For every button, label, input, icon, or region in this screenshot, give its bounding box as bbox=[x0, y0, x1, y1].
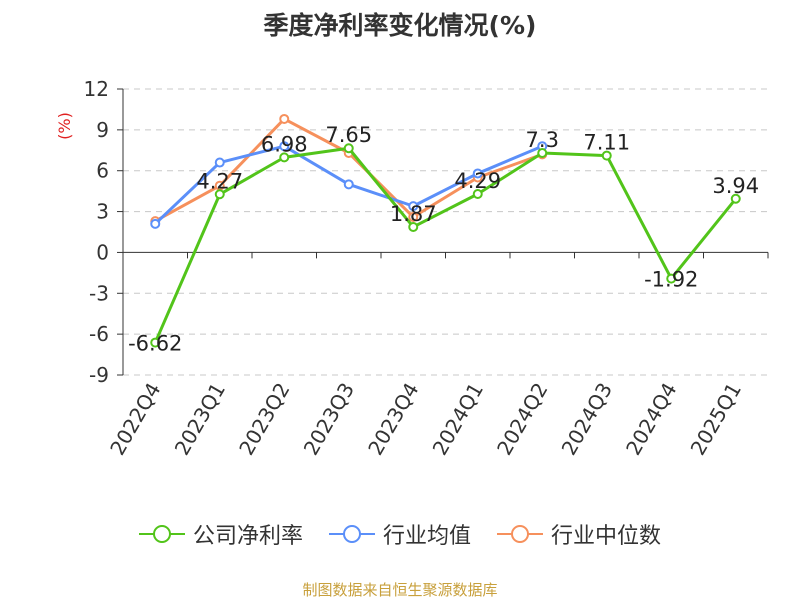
data-point bbox=[214, 157, 225, 168]
data-point bbox=[214, 189, 225, 200]
series-line bbox=[153, 146, 737, 344]
data-point bbox=[408, 212, 419, 223]
data-label: -6.62 bbox=[128, 332, 182, 356]
data-label: 7.11 bbox=[583, 131, 630, 155]
data-point bbox=[150, 337, 161, 348]
grid-lines bbox=[123, 88, 768, 376]
data-label: 6.98 bbox=[261, 132, 308, 156]
data-label: 7.65 bbox=[325, 123, 372, 147]
data-point bbox=[537, 148, 548, 159]
legend-marker-icon bbox=[328, 525, 375, 543]
y-axis-label: (%) bbox=[55, 112, 74, 140]
data-label: 1.87 bbox=[390, 202, 437, 226]
data-labels: -6.62 4.27 6.98 7.65 1.87 4.29 7.3 7.11 -1.92 3.9… bbox=[128, 123, 759, 355]
data-point bbox=[472, 168, 483, 179]
data-label: 4.27 bbox=[196, 169, 243, 193]
data-point bbox=[601, 150, 612, 161]
data-point bbox=[343, 179, 354, 190]
legend: 公司净利率 行业均值 行业中位数 bbox=[0, 518, 800, 550]
legend-marker-icon bbox=[138, 525, 185, 543]
legend-label: 公司净利率 bbox=[192, 524, 303, 549]
data-label: 7.3 bbox=[526, 128, 559, 152]
source-note: 制图数据来自恒生聚源数据库 bbox=[302, 581, 498, 599]
x-tick-label: 2023Q4 bbox=[363, 379, 423, 460]
data-point bbox=[343, 143, 354, 154]
data-label: 4.29 bbox=[454, 169, 501, 193]
legend-label: 行业均值 bbox=[382, 524, 471, 549]
data-point bbox=[408, 221, 419, 232]
legend-item: 公司净利率 bbox=[138, 518, 303, 550]
data-point bbox=[730, 193, 741, 204]
data-label: -1.92 bbox=[644, 268, 698, 292]
data-point bbox=[279, 152, 290, 163]
data-point bbox=[408, 201, 419, 212]
y-tick-label: 9 bbox=[96, 118, 109, 142]
x-tick-label: 2024Q1 bbox=[428, 379, 488, 460]
y-tick-label: 6 bbox=[96, 159, 109, 183]
x-tick-label: 2023Q3 bbox=[299, 379, 359, 460]
y-tick-label: 12 bbox=[84, 77, 109, 101]
data-point bbox=[666, 273, 677, 284]
y-tick-label: -6 bbox=[89, 322, 109, 346]
x-tick-label: 2023Q1 bbox=[170, 379, 230, 460]
y-tick-label: -9 bbox=[89, 363, 109, 387]
data-point bbox=[279, 113, 290, 124]
y-tick-label: -3 bbox=[89, 281, 109, 305]
x-tick-label: 2025Q1 bbox=[686, 379, 746, 460]
chart-title: 季度净利率变化情况(%) bbox=[263, 11, 537, 40]
y-tick-label: 3 bbox=[96, 200, 109, 224]
legend-item: 行业中位数 bbox=[497, 518, 661, 550]
x-tick-label: 2024Q4 bbox=[621, 379, 681, 460]
data-point bbox=[279, 141, 290, 152]
x-tick-label: 2024Q3 bbox=[557, 379, 617, 460]
x-tick-label: 2024Q2 bbox=[492, 379, 552, 460]
legend-item: 行业均值 bbox=[328, 518, 471, 550]
legend-marker-icon bbox=[497, 525, 543, 543]
data-label: 3.94 bbox=[712, 174, 759, 198]
y-tick-label: 0 bbox=[96, 240, 109, 264]
x-tick-label: 2022Q4 bbox=[105, 379, 165, 460]
series-lines bbox=[150, 113, 741, 348]
legend-label: 行业中位数 bbox=[551, 524, 662, 549]
x-tick-label: 2023Q2 bbox=[234, 379, 294, 460]
data-point bbox=[472, 189, 483, 200]
data-point bbox=[150, 218, 161, 229]
